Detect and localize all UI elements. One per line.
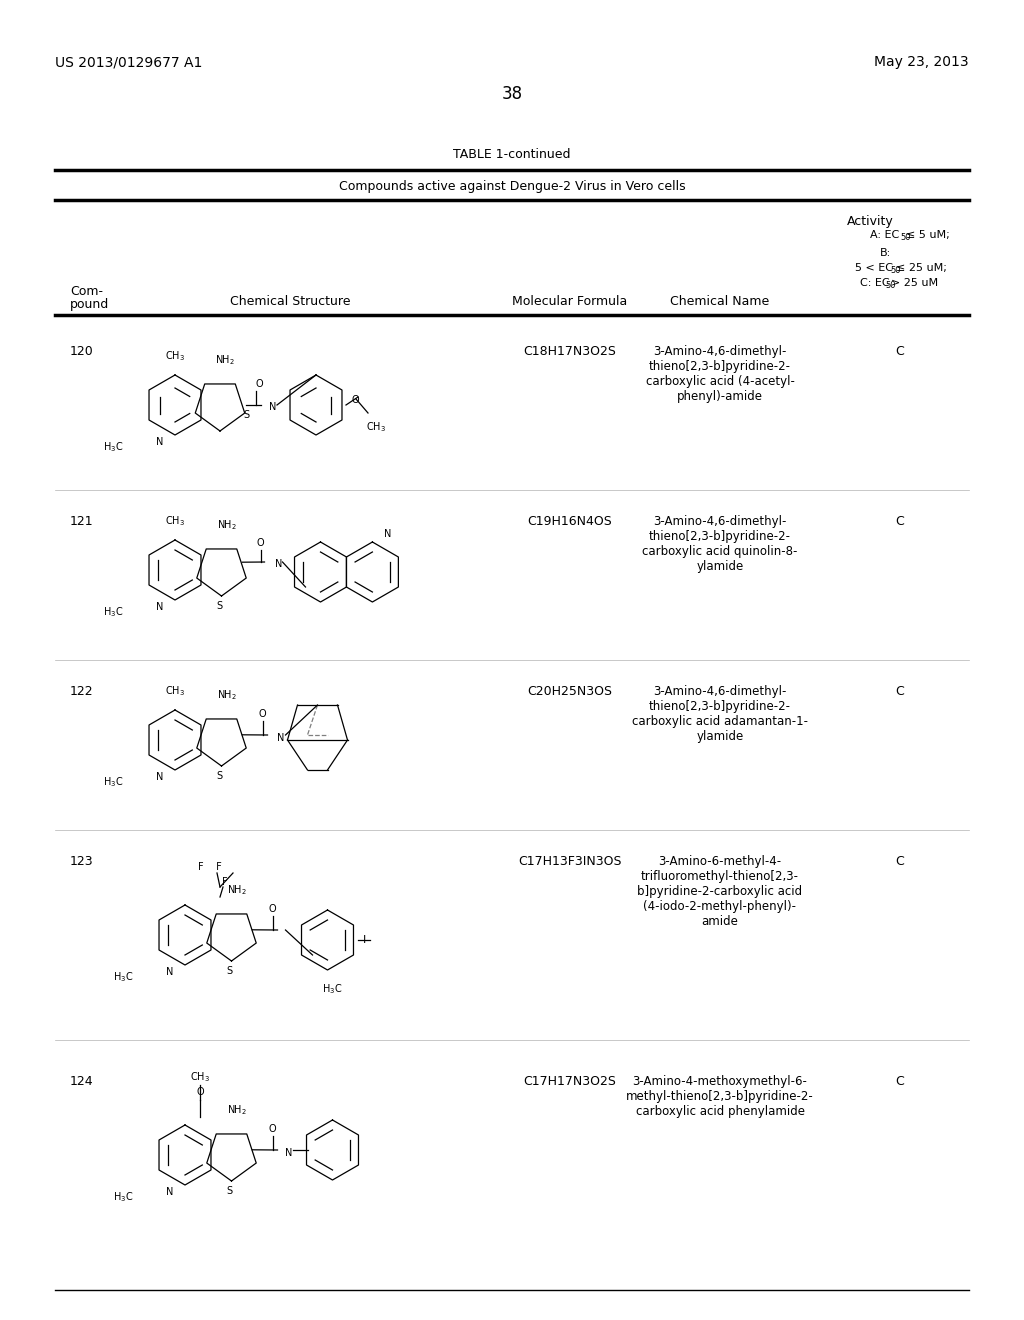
Text: N: N (269, 403, 276, 412)
Text: Chemical Structure: Chemical Structure (229, 294, 350, 308)
Text: S: S (226, 1185, 232, 1196)
Text: H$_3$C: H$_3$C (102, 440, 123, 454)
Text: C: C (896, 345, 904, 358)
Text: S: S (216, 601, 222, 611)
Text: N: N (166, 1187, 174, 1197)
Text: Compounds active against Dengue-2 Virus in Vero cells: Compounds active against Dengue-2 Virus … (339, 180, 685, 193)
Text: N: N (157, 772, 164, 781)
Text: Com-: Com- (70, 285, 103, 298)
Text: Molecular Formula: Molecular Formula (512, 294, 628, 308)
Text: Activity: Activity (847, 215, 893, 228)
Text: C: EC: C: EC (860, 279, 890, 288)
Text: 3-Amino-4,6-dimethyl-
thieno[2,3-b]pyridine-2-
carboxylic acid (4-acetyl-
phenyl: 3-Amino-4,6-dimethyl- thieno[2,3-b]pyrid… (645, 345, 795, 403)
Text: ≤ 5 uM;: ≤ 5 uM; (906, 230, 949, 240)
Text: C: C (896, 515, 904, 528)
Text: May 23, 2013: May 23, 2013 (874, 55, 969, 69)
Text: > 25 uM: > 25 uM (891, 279, 938, 288)
Text: H$_3$C: H$_3$C (113, 1191, 133, 1204)
Text: 124: 124 (70, 1074, 93, 1088)
Text: O: O (268, 904, 276, 913)
Text: NH$_2$: NH$_2$ (226, 1104, 247, 1117)
Text: CH$_3$: CH$_3$ (190, 1071, 210, 1084)
Text: H$_3$C: H$_3$C (323, 982, 343, 995)
Text: B:: B: (880, 248, 891, 257)
Text: NH$_2$: NH$_2$ (216, 519, 237, 532)
Text: 3-Amino-4,6-dimethyl-
thieno[2,3-b]pyridine-2-
carboxylic acid quinolin-8-
ylami: 3-Amino-4,6-dimethyl- thieno[2,3-b]pyrid… (642, 515, 798, 573)
Text: C: C (896, 1074, 904, 1088)
Text: NH$_2$: NH$_2$ (226, 883, 247, 898)
Text: A: EC: A: EC (870, 230, 899, 240)
Text: O: O (197, 1086, 204, 1097)
Text: N: N (384, 529, 391, 539)
Text: 50: 50 (900, 234, 910, 242)
Text: O: O (351, 395, 358, 405)
Text: CH$_3$: CH$_3$ (165, 515, 185, 528)
Text: CH$_3$: CH$_3$ (366, 420, 386, 434)
Text: H$_3$C: H$_3$C (113, 970, 133, 983)
Text: F: F (222, 876, 227, 887)
Text: C17H17N3O2S: C17H17N3O2S (523, 1074, 616, 1088)
Text: C18H17N3O2S: C18H17N3O2S (523, 345, 616, 358)
Text: C: C (896, 685, 904, 698)
Text: 121: 121 (70, 515, 93, 528)
Text: 120: 120 (70, 345, 94, 358)
Text: N: N (157, 602, 164, 612)
Text: O: O (259, 709, 266, 719)
Text: ≤ 25 uM;: ≤ 25 uM; (896, 263, 947, 273)
Text: US 2013/0129677 A1: US 2013/0129677 A1 (55, 55, 203, 69)
Text: H$_3$C: H$_3$C (102, 605, 123, 619)
Text: N: N (278, 733, 285, 743)
Text: C19H16N4OS: C19H16N4OS (527, 515, 612, 528)
Text: pound: pound (70, 298, 110, 312)
Text: O: O (268, 1125, 276, 1134)
Text: Chemical Name: Chemical Name (671, 294, 770, 308)
Text: C17H13F3IN3OS: C17H13F3IN3OS (518, 855, 622, 869)
Text: 50: 50 (885, 281, 896, 290)
Text: 50: 50 (890, 267, 900, 275)
Text: N: N (274, 558, 282, 569)
Text: S: S (226, 966, 232, 975)
Text: 5 < EC: 5 < EC (855, 263, 893, 273)
Text: O: O (257, 539, 264, 548)
Text: 3-Amino-6-methyl-4-
trifluoromethyl-thieno[2,3-
b]pyridine-2-carboxylic acid
(4-: 3-Amino-6-methyl-4- trifluoromethyl-thie… (637, 855, 803, 928)
Text: H$_3$C: H$_3$C (102, 775, 123, 789)
Text: S: S (243, 411, 249, 420)
Text: I: I (362, 935, 366, 945)
Text: CH$_3$: CH$_3$ (165, 684, 185, 698)
Text: S: S (216, 771, 222, 781)
Text: 123: 123 (70, 855, 93, 869)
Text: CH$_3$: CH$_3$ (165, 350, 185, 363)
Text: C20H25N3OS: C20H25N3OS (527, 685, 612, 698)
Text: F    F: F F (198, 862, 222, 873)
Text: N: N (166, 968, 174, 977)
Text: N: N (286, 1148, 293, 1158)
Text: NH$_2$: NH$_2$ (216, 688, 237, 702)
Text: N: N (157, 437, 164, 447)
Text: NH$_2$: NH$_2$ (215, 354, 234, 367)
Text: O: O (255, 379, 263, 389)
Text: 3-Amino-4,6-dimethyl-
thieno[2,3-b]pyridine-2-
carboxylic acid adamantan-1-
ylam: 3-Amino-4,6-dimethyl- thieno[2,3-b]pyrid… (632, 685, 808, 743)
Text: 3-Amino-4-methoxymethyl-6-
methyl-thieno[2,3-b]pyridine-2-
carboxylic acid pheny: 3-Amino-4-methoxymethyl-6- methyl-thieno… (626, 1074, 814, 1118)
Text: TABLE 1-continued: TABLE 1-continued (454, 148, 570, 161)
Text: C: C (896, 855, 904, 869)
Text: 122: 122 (70, 685, 93, 698)
Text: 38: 38 (502, 84, 522, 103)
